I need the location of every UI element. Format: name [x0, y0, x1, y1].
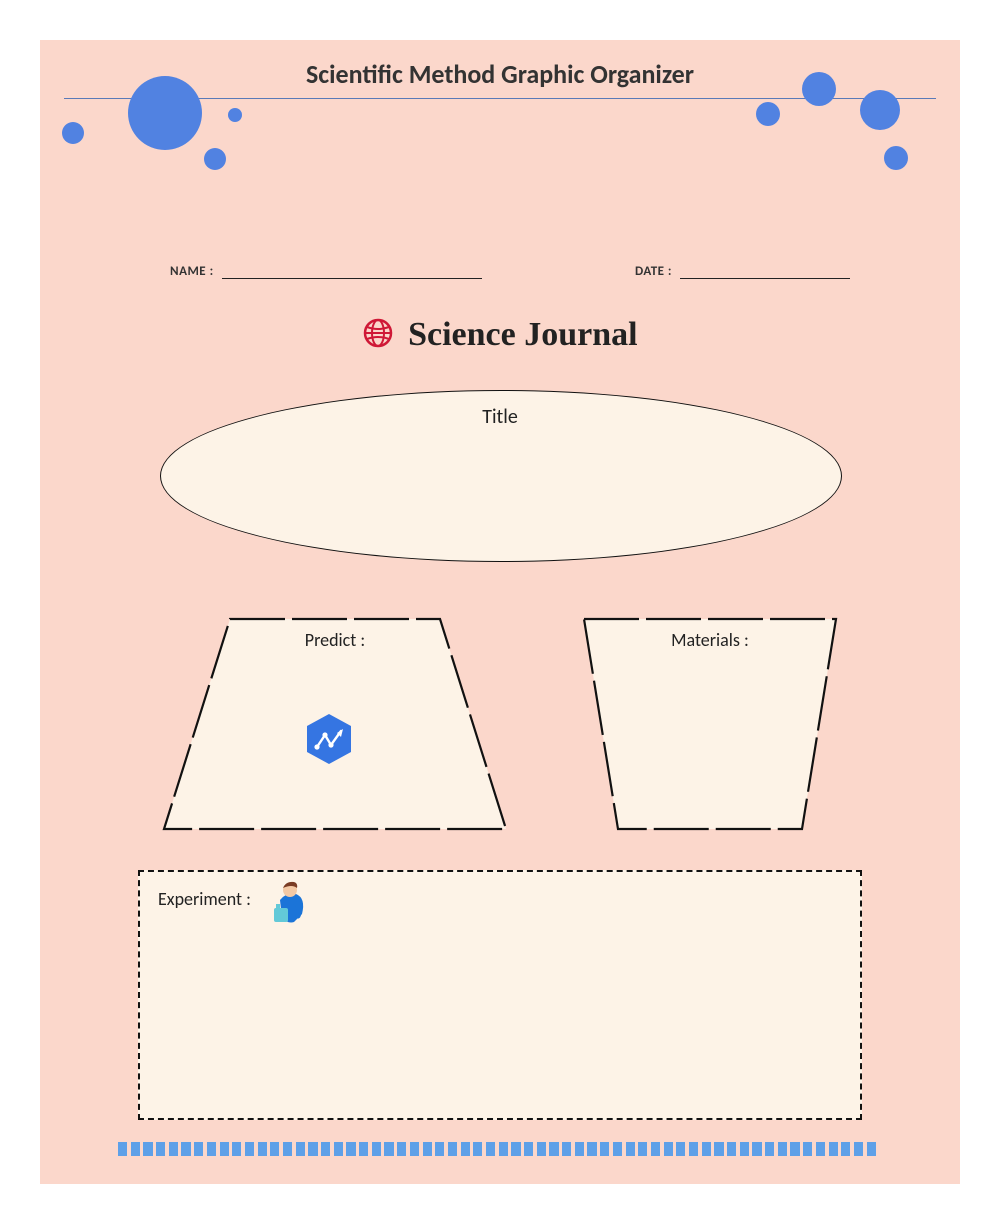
dot-square	[790, 1142, 799, 1156]
dot-square	[245, 1142, 254, 1156]
materials-box[interactable]: Materials :	[580, 615, 840, 835]
decorative-circle	[860, 90, 900, 130]
date-input-line[interactable]	[680, 278, 850, 279]
journal-heading-row: Science Journal	[40, 316, 960, 354]
scientist-icon	[266, 878, 316, 933]
dot-square	[816, 1142, 825, 1156]
dot-square	[169, 1142, 178, 1156]
dot-square	[765, 1142, 774, 1156]
dot-square	[118, 1142, 127, 1156]
dot-square	[664, 1142, 673, 1156]
dot-square	[448, 1142, 457, 1156]
dot-square	[461, 1142, 470, 1156]
dot-square	[511, 1142, 520, 1156]
dot-square	[296, 1142, 305, 1156]
dot-square	[626, 1142, 635, 1156]
predict-materials-row: Predict : Mate	[160, 615, 840, 845]
dot-square	[258, 1142, 267, 1156]
dot-square	[372, 1142, 381, 1156]
worksheet-canvas: Scientific Method Graphic Organizer NAME…	[40, 40, 960, 1184]
dotted-divider	[118, 1142, 882, 1156]
dot-square	[181, 1142, 190, 1156]
dot-square	[423, 1142, 432, 1156]
dot-square	[499, 1142, 508, 1156]
globe-icon	[362, 317, 394, 354]
dot-square	[778, 1142, 787, 1156]
decorative-circle	[884, 146, 908, 170]
dot-square	[740, 1142, 749, 1156]
page: Scientific Method Graphic Organizer NAME…	[0, 0, 1000, 1224]
dot-square	[562, 1142, 571, 1156]
dot-square	[143, 1142, 152, 1156]
name-date-row: NAME : DATE :	[170, 264, 850, 279]
dot-square	[702, 1142, 711, 1156]
dot-square	[841, 1142, 850, 1156]
experiment-box[interactable]: Experiment :	[138, 870, 862, 1120]
title-section: Title	[160, 390, 840, 560]
journal-title: Science Journal	[408, 316, 637, 354]
dot-square	[194, 1142, 203, 1156]
dot-square	[676, 1142, 685, 1156]
dot-square	[346, 1142, 355, 1156]
dot-square	[359, 1142, 368, 1156]
dot-square	[587, 1142, 596, 1156]
dot-square	[321, 1142, 330, 1156]
dot-square	[651, 1142, 660, 1156]
dot-square	[803, 1142, 812, 1156]
dot-square	[220, 1142, 229, 1156]
name-label: NAME :	[170, 264, 214, 279]
dot-square	[689, 1142, 698, 1156]
title-label: Title	[160, 405, 840, 429]
dot-square	[867, 1142, 876, 1156]
dot-square	[638, 1142, 647, 1156]
materials-label: Materials :	[580, 629, 840, 651]
decorative-circle	[228, 108, 242, 122]
dot-square	[207, 1142, 216, 1156]
dot-square	[384, 1142, 393, 1156]
dot-square	[232, 1142, 241, 1156]
dot-square	[131, 1142, 140, 1156]
dot-square	[283, 1142, 292, 1156]
predict-box[interactable]: Predict :	[160, 615, 510, 835]
dot-square	[714, 1142, 723, 1156]
dot-square	[473, 1142, 482, 1156]
predict-label: Predict :	[160, 629, 510, 651]
dot-square	[270, 1142, 279, 1156]
dot-square	[524, 1142, 533, 1156]
name-input-line[interactable]	[222, 278, 482, 279]
dot-square	[334, 1142, 343, 1156]
decorative-circle	[802, 72, 836, 106]
decorative-circle	[756, 102, 780, 126]
decorative-circle	[62, 122, 84, 144]
experiment-label: Experiment :	[158, 888, 251, 910]
predict-hexagon-icon	[301, 711, 357, 772]
dot-square	[435, 1142, 444, 1156]
dot-square	[308, 1142, 317, 1156]
dot-square	[575, 1142, 584, 1156]
decorative-circle	[128, 76, 202, 150]
dot-square	[727, 1142, 736, 1156]
date-label: DATE :	[635, 264, 672, 279]
dot-square	[537, 1142, 546, 1156]
dot-square	[829, 1142, 838, 1156]
dot-square	[486, 1142, 495, 1156]
dot-square	[410, 1142, 419, 1156]
dot-square	[752, 1142, 761, 1156]
decorative-circle	[204, 148, 226, 170]
dot-square	[613, 1142, 622, 1156]
dot-square	[854, 1142, 863, 1156]
dot-square	[156, 1142, 165, 1156]
dot-square	[549, 1142, 558, 1156]
dot-square	[600, 1142, 609, 1156]
dot-square	[397, 1142, 406, 1156]
